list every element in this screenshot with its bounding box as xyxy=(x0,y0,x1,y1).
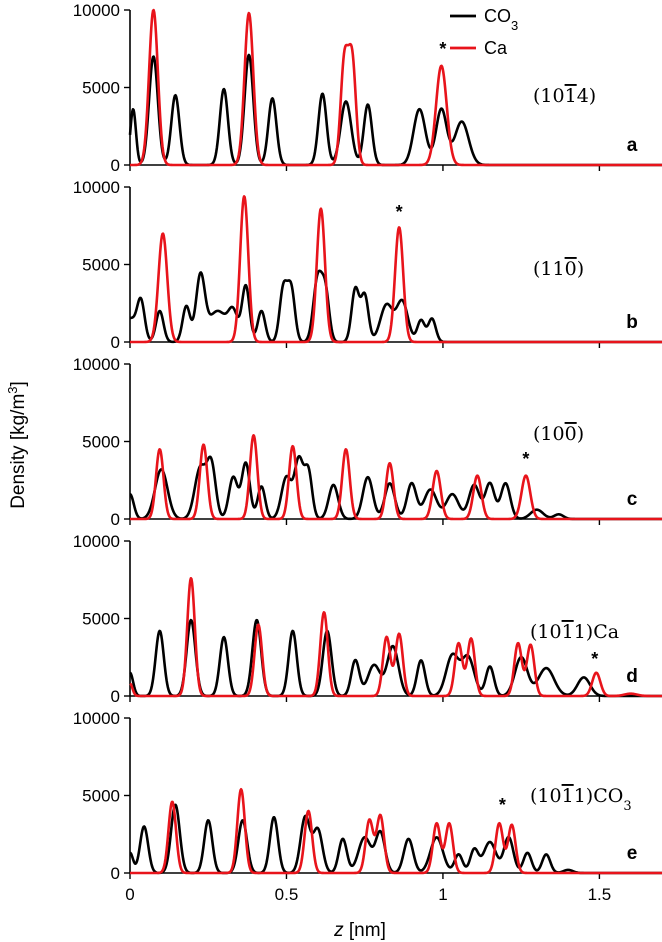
facet-label: (1014) xyxy=(533,85,596,107)
panel-b: 0 5000 10000 * (110) b xyxy=(73,178,662,352)
x-tick-label: 1.5 xyxy=(588,885,612,904)
series-line-ca xyxy=(129,576,662,698)
panel-e: 0 5000 10000 * (1011)CO3 e xyxy=(73,709,662,883)
y-tick-label: 5000 xyxy=(82,787,120,806)
y-tick-label: 5000 xyxy=(82,610,120,629)
panel-a: 0 5000 10000 * (1014) a xyxy=(73,1,662,175)
annotation-star: * xyxy=(439,39,446,59)
series-line-ca xyxy=(129,788,662,875)
panel-d: 0 5000 10000 * (1011)Ca d xyxy=(73,532,662,706)
legend: CO3 Ca xyxy=(450,6,518,58)
x-tick-label: 1 xyxy=(438,885,447,904)
x-tick-label: 0.5 xyxy=(275,885,299,904)
y-tick-label: 5000 xyxy=(82,256,120,275)
panel-label: b xyxy=(626,312,638,333)
y-tick-label: 0 xyxy=(111,156,120,175)
panel-c: 0 5000 10000 *(100) c xyxy=(73,355,662,529)
series-line-ca xyxy=(129,195,662,344)
panel-label: a xyxy=(627,135,638,156)
y-tick-label: 0 xyxy=(111,864,120,883)
series-line-co3 xyxy=(129,803,662,875)
series-line-ca xyxy=(129,434,662,521)
annotation-star: * xyxy=(499,795,506,815)
annotation-star: * xyxy=(396,202,403,222)
y-tick-label: 0 xyxy=(111,687,120,706)
y-tick-label: 10000 xyxy=(73,532,120,551)
facet-label: (1011)CO3 xyxy=(530,785,632,814)
x-tick-label: 0 xyxy=(125,885,134,904)
y-tick-label: 5000 xyxy=(82,79,120,98)
panel-label: c xyxy=(627,489,638,510)
y-tick-label: 5000 xyxy=(82,433,120,452)
panel-label: d xyxy=(626,666,638,687)
legend-label-ca: Ca xyxy=(484,38,508,58)
y-tick-label: 10000 xyxy=(73,709,120,728)
x-axis-title: z [nm] xyxy=(333,920,386,941)
y-tick-label: 10000 xyxy=(73,1,120,20)
series-line-co3 xyxy=(128,53,662,167)
facet-label: (100) xyxy=(533,423,584,445)
y-tick-label: 0 xyxy=(111,510,120,529)
series-line-ca xyxy=(129,8,662,167)
facet-label: (110) xyxy=(533,258,584,280)
legend-label-co3: CO3 xyxy=(484,6,518,33)
facet-label: (1011)Ca xyxy=(530,621,619,643)
series-line-co3 xyxy=(129,269,662,344)
panel-label: e xyxy=(627,843,638,864)
y-axis-title: Density [kg/m3] xyxy=(5,381,30,509)
y-tick-label: 0 xyxy=(111,333,120,352)
y-tick-label: 10000 xyxy=(73,178,120,197)
y-tick-label: 10000 xyxy=(73,355,120,374)
annotation-star: * xyxy=(522,449,529,469)
annotation-star: * xyxy=(591,649,598,669)
